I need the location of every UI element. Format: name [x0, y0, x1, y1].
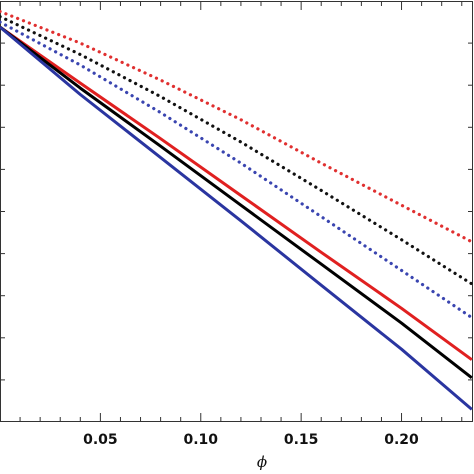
plot-frame: [0, 1, 473, 422]
tick-layer: 0.050.100.150.200.: [0, 1, 473, 448]
x-axis-label: ϕ: [257, 453, 267, 471]
x-tick-label: 0.10: [183, 432, 218, 448]
solid-series-line-6: [0, 25, 473, 411]
solid-series-line-4: [0, 25, 473, 361]
x-tick-label: 0.15: [284, 432, 319, 448]
dotted-series-line-3: [0, 20, 474, 320]
solid-series-line-5: [0, 25, 473, 379]
dotted-series-line-1: [0, 9, 474, 244]
plot-border: [0, 1, 473, 422]
x-tick-label: 0.05: [83, 432, 118, 448]
x-tick-label: 0.20: [384, 432, 419, 448]
series-layer: [0, 9, 474, 411]
dotted-series-line-2: [0, 15, 474, 286]
